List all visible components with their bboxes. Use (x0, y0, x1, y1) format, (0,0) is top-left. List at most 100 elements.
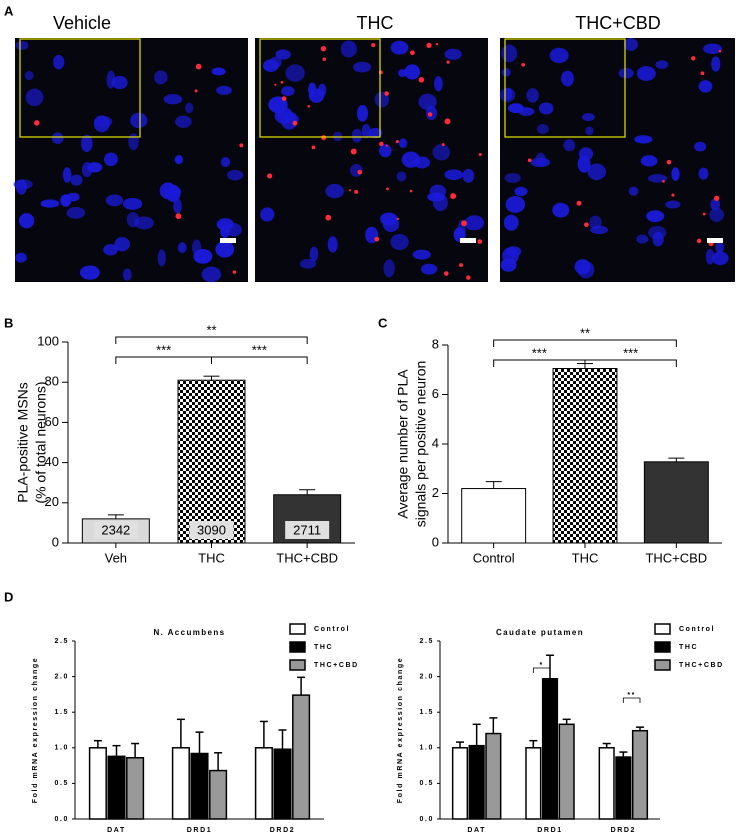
scale-bar (460, 238, 476, 243)
pla-signal (307, 104, 311, 108)
nucleus (174, 155, 184, 165)
chart-title: N. Accumbens (153, 628, 225, 637)
significance-label: * (540, 662, 544, 669)
nucleus (501, 44, 518, 63)
pla-signal (354, 189, 359, 194)
nucleus (154, 70, 168, 85)
nucleus (134, 216, 154, 230)
bar-label: 3090 (197, 522, 226, 537)
nucleus (380, 212, 398, 226)
pla-signal (662, 179, 665, 183)
nucleus (66, 206, 86, 219)
bar (273, 748, 292, 820)
nucleus (175, 115, 192, 128)
nucleus (299, 258, 317, 269)
nucleus (582, 113, 595, 122)
nucleus (177, 242, 187, 254)
nucleus (705, 249, 715, 265)
nucleus (111, 75, 128, 90)
nucleus (130, 112, 148, 129)
nucleus (325, 183, 344, 199)
pla-signal (322, 57, 326, 62)
bar (485, 732, 502, 820)
pla-signal (386, 187, 389, 191)
pla-signal (232, 270, 237, 274)
pla-signal (280, 81, 284, 84)
nucleus (501, 68, 511, 77)
bar (126, 757, 145, 820)
chart-title: Caudate putamen (496, 628, 584, 637)
x-tick-label: DRD2 (270, 827, 295, 834)
y-tick-label: 0 (52, 534, 59, 549)
y-axis-label: (% of total neurons) (33, 381, 49, 503)
y-tick-label: 0 (432, 534, 439, 549)
panel-letter: A (4, 3, 14, 18)
pla-signal (671, 193, 675, 197)
y-tick-label: 0.0 (54, 816, 69, 823)
significance-bracket (115, 356, 212, 364)
nucleus (15, 40, 29, 50)
x-tick-label: Control (473, 550, 515, 565)
significance-bracket (211, 356, 308, 364)
nucleus (163, 94, 183, 105)
pla-signal (435, 43, 439, 46)
nucleus (432, 144, 451, 161)
nucleus (193, 248, 213, 264)
y-tick-label: 2.0 (419, 673, 434, 680)
significance-label: *** (623, 345, 638, 360)
nucleus (698, 80, 713, 93)
nucleus (587, 163, 606, 181)
bar (468, 744, 485, 820)
bar (631, 729, 649, 820)
x-tick-label: THC (572, 550, 599, 565)
bar-label-box (189, 521, 234, 539)
pla-signal (444, 118, 451, 125)
significance-label: ** (627, 692, 636, 699)
nucleus (518, 107, 535, 116)
micrograph (499, 38, 735, 282)
nucleus (353, 61, 372, 73)
nucleus (368, 127, 383, 139)
nucleus (464, 215, 485, 231)
pla-signal (194, 89, 198, 93)
pla-signal (292, 120, 298, 126)
y-tick-label: 80 (45, 374, 59, 389)
nucleus (216, 85, 232, 95)
bar (461, 488, 527, 544)
nucleus (173, 198, 182, 214)
scale-bar (220, 238, 236, 243)
nucleus (13, 179, 33, 190)
nucleus (715, 242, 724, 253)
nucleus (361, 124, 371, 139)
y-tick-label: 6 (432, 386, 439, 401)
pla-signal (195, 63, 202, 70)
nucleus (462, 168, 475, 183)
image-title: THC (357, 13, 394, 33)
y-tick-label: 2.0 (54, 673, 69, 680)
panel-letter: B (4, 315, 13, 330)
nucleus (274, 106, 293, 124)
legend-label: THC+CBD (679, 662, 724, 669)
pla-signal (418, 77, 425, 83)
nucleus (552, 202, 570, 218)
pla-signal (527, 158, 532, 163)
nucleus (327, 236, 338, 253)
bar (451, 747, 469, 820)
pla-signal (267, 173, 273, 179)
nucleus (53, 54, 65, 70)
significance-label: *** (156, 342, 171, 357)
pla-signal (350, 148, 357, 155)
pla-signal (576, 200, 582, 206)
nucleus (128, 133, 139, 151)
nucleus (225, 222, 242, 237)
nucleus (351, 128, 363, 143)
y-tick-label: 2 (432, 485, 439, 500)
significance-label: *** (252, 342, 267, 357)
pla-signal (450, 193, 457, 200)
nucleus (504, 172, 521, 183)
micrograph (255, 38, 488, 282)
bar (615, 756, 632, 820)
nucleus (536, 124, 549, 135)
nucleus (318, 83, 327, 97)
pla-signal (325, 214, 332, 221)
